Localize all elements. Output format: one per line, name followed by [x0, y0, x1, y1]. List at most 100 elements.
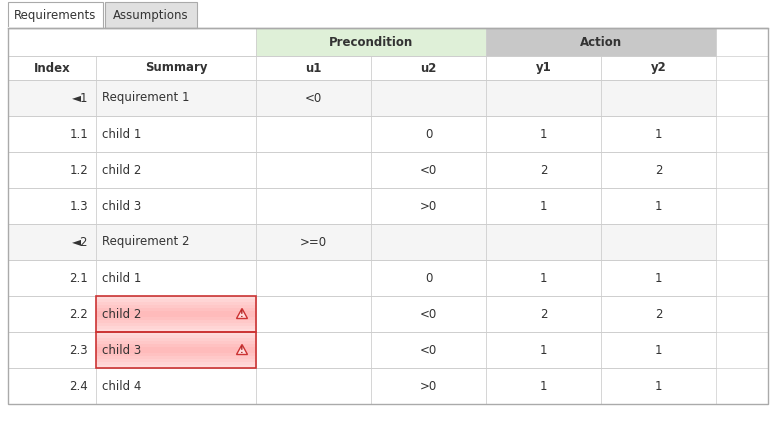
Bar — [371, 56, 486, 80]
Text: child 2: child 2 — [102, 164, 141, 177]
Text: 2: 2 — [540, 308, 547, 320]
Text: child 4: child 4 — [102, 380, 141, 392]
Bar — [486, 188, 601, 224]
Text: <0: <0 — [420, 343, 437, 357]
Bar — [601, 332, 716, 368]
Bar — [486, 332, 601, 368]
Bar — [96, 320, 256, 323]
Bar — [96, 311, 256, 314]
Bar — [256, 56, 371, 80]
Text: 1: 1 — [655, 343, 662, 357]
Text: >=0: >=0 — [300, 236, 327, 249]
Bar — [8, 296, 96, 332]
Bar — [256, 152, 371, 188]
Bar — [96, 296, 256, 332]
Text: ◄2: ◄2 — [71, 236, 88, 249]
Text: <0: <0 — [420, 308, 437, 320]
Text: Precondition: Precondition — [329, 35, 413, 49]
Bar — [96, 335, 256, 338]
Bar — [96, 338, 256, 341]
Bar — [96, 152, 256, 188]
Bar — [486, 80, 601, 116]
Bar — [256, 260, 371, 296]
Bar — [256, 224, 371, 260]
Bar — [96, 314, 256, 317]
Bar — [601, 296, 716, 332]
Bar — [256, 296, 371, 332]
Bar — [105, 2, 197, 28]
Text: 2.2: 2.2 — [69, 308, 88, 320]
Text: Assumptions: Assumptions — [113, 8, 189, 21]
Bar — [486, 224, 601, 260]
Bar — [96, 323, 256, 326]
Bar — [486, 368, 601, 404]
Bar — [96, 224, 256, 260]
Bar — [8, 188, 96, 224]
Bar — [256, 332, 371, 368]
Bar — [8, 80, 96, 116]
Text: 0: 0 — [424, 271, 432, 284]
Bar — [96, 353, 256, 356]
Bar — [96, 362, 256, 365]
Text: !: ! — [241, 310, 244, 319]
Polygon shape — [237, 345, 248, 354]
Bar — [371, 260, 486, 296]
Bar — [371, 116, 486, 152]
Bar — [486, 152, 601, 188]
Bar — [371, 152, 486, 188]
Bar — [486, 260, 601, 296]
Bar — [601, 56, 716, 80]
Bar — [8, 2, 103, 28]
Bar — [256, 188, 371, 224]
Text: 2: 2 — [655, 308, 662, 320]
Bar — [96, 332, 256, 335]
Bar — [96, 296, 256, 299]
Bar — [8, 368, 96, 404]
Bar — [96, 347, 256, 350]
Bar — [486, 28, 716, 56]
Text: u2: u2 — [421, 62, 437, 75]
Text: 1: 1 — [540, 199, 547, 212]
Text: 2.4: 2.4 — [69, 380, 88, 392]
Text: <0: <0 — [420, 164, 437, 177]
Bar — [96, 260, 256, 296]
Text: 1: 1 — [540, 343, 547, 357]
Text: 1.2: 1.2 — [69, 164, 88, 177]
Text: 1: 1 — [540, 127, 547, 140]
Text: 2: 2 — [540, 164, 547, 177]
Bar — [8, 332, 96, 368]
Text: Requirements: Requirements — [14, 8, 97, 21]
Text: 1: 1 — [655, 127, 662, 140]
Bar — [371, 332, 486, 368]
Bar — [8, 260, 96, 296]
Text: >0: >0 — [420, 380, 437, 392]
Bar — [256, 116, 371, 152]
Text: 2.1: 2.1 — [69, 271, 88, 284]
Bar — [371, 224, 486, 260]
Text: 0: 0 — [424, 127, 432, 140]
Bar — [371, 368, 486, 404]
Bar — [96, 368, 256, 404]
Text: Action: Action — [580, 35, 622, 49]
Text: y2: y2 — [650, 62, 667, 75]
Text: 1.1: 1.1 — [69, 127, 88, 140]
Bar — [486, 116, 601, 152]
Bar — [601, 224, 716, 260]
Bar — [256, 80, 371, 116]
Text: ◄1: ◄1 — [71, 92, 88, 105]
Text: 1: 1 — [655, 199, 662, 212]
Text: 2: 2 — [655, 164, 662, 177]
Bar — [256, 368, 371, 404]
Text: 1: 1 — [540, 271, 547, 284]
Text: child 3: child 3 — [102, 343, 141, 357]
Bar — [371, 188, 486, 224]
Bar — [8, 152, 96, 188]
Bar — [96, 317, 256, 320]
Bar — [8, 116, 96, 152]
Text: 1.3: 1.3 — [69, 199, 88, 212]
Bar — [8, 28, 768, 404]
Bar — [96, 299, 256, 302]
Bar — [601, 260, 716, 296]
Text: >0: >0 — [420, 199, 437, 212]
Bar — [96, 116, 256, 152]
